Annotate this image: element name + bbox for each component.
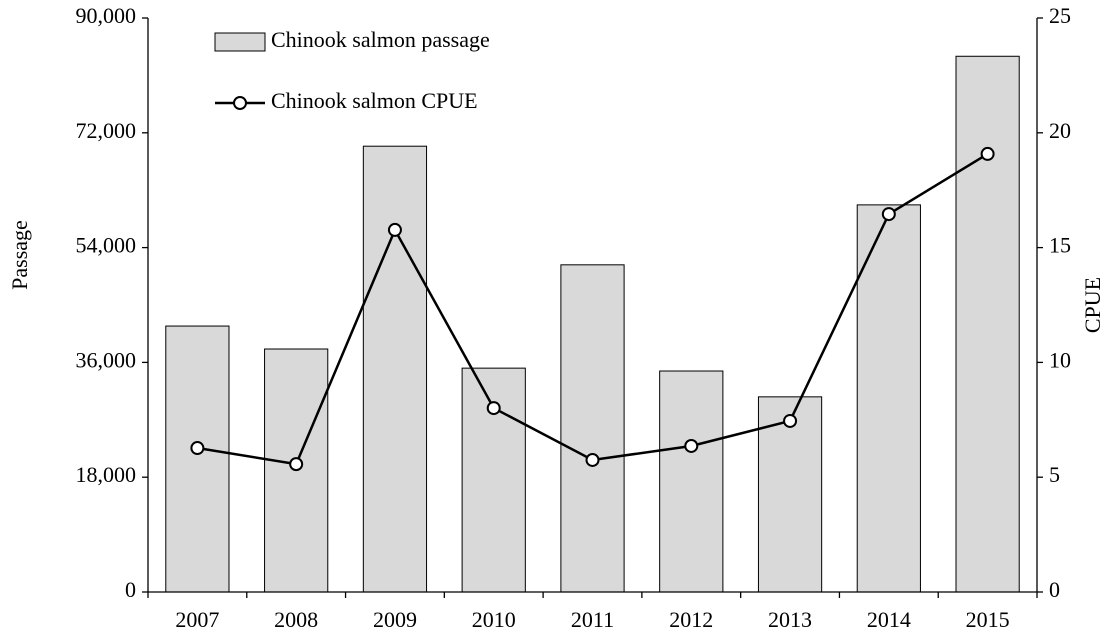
bar (165, 325, 230, 593)
point (289, 457, 304, 472)
x-tick-label: 2013 (768, 607, 812, 632)
x-tick-label: 2009 (373, 607, 417, 632)
y2-tick-label: 0 (1049, 577, 1060, 602)
y-tick-label: 18,000 (76, 462, 137, 487)
y-tick-label: 72,000 (76, 118, 137, 143)
y-tick-label: 54,000 (76, 233, 137, 258)
x-tick-label: 2014 (867, 607, 911, 632)
legend-swatch (233, 96, 247, 110)
x-tick-label: 2011 (571, 607, 614, 632)
bar (955, 55, 1020, 593)
bar (757, 396, 823, 593)
legend-swatch (214, 32, 266, 52)
y-axis-label: Passage (7, 220, 32, 290)
point (881, 207, 896, 222)
bar (362, 145, 428, 593)
y2-tick-label: 5 (1049, 462, 1060, 487)
point (783, 413, 798, 428)
y2-axis-label: CPUE (1080, 277, 1105, 333)
x-tick-label: 2007 (175, 607, 219, 632)
legend-label: Chinook salmon CPUE (271, 88, 478, 113)
x-tick-label: 2015 (966, 607, 1010, 632)
y2-tick-label: 25 (1049, 3, 1071, 28)
x-tick-label: 2012 (669, 607, 713, 632)
y-tick-label: 90,000 (76, 3, 137, 28)
point (190, 441, 205, 456)
point (684, 438, 699, 453)
point (980, 146, 995, 161)
y-tick-label: 36,000 (76, 347, 137, 372)
y-tick-label: 0 (125, 577, 136, 602)
x-tick-label: 2010 (472, 607, 516, 632)
y2-tick-label: 20 (1049, 118, 1071, 143)
point (486, 401, 501, 416)
bar (856, 204, 921, 593)
x-tick-label: 2008 (274, 607, 318, 632)
point (585, 452, 600, 467)
y2-tick-label: 15 (1049, 233, 1071, 258)
bar (560, 264, 625, 593)
y2-tick-label: 10 (1049, 347, 1071, 372)
bar (659, 370, 724, 593)
legend-label: Chinook salmon passage (271, 27, 490, 52)
point (387, 222, 402, 237)
